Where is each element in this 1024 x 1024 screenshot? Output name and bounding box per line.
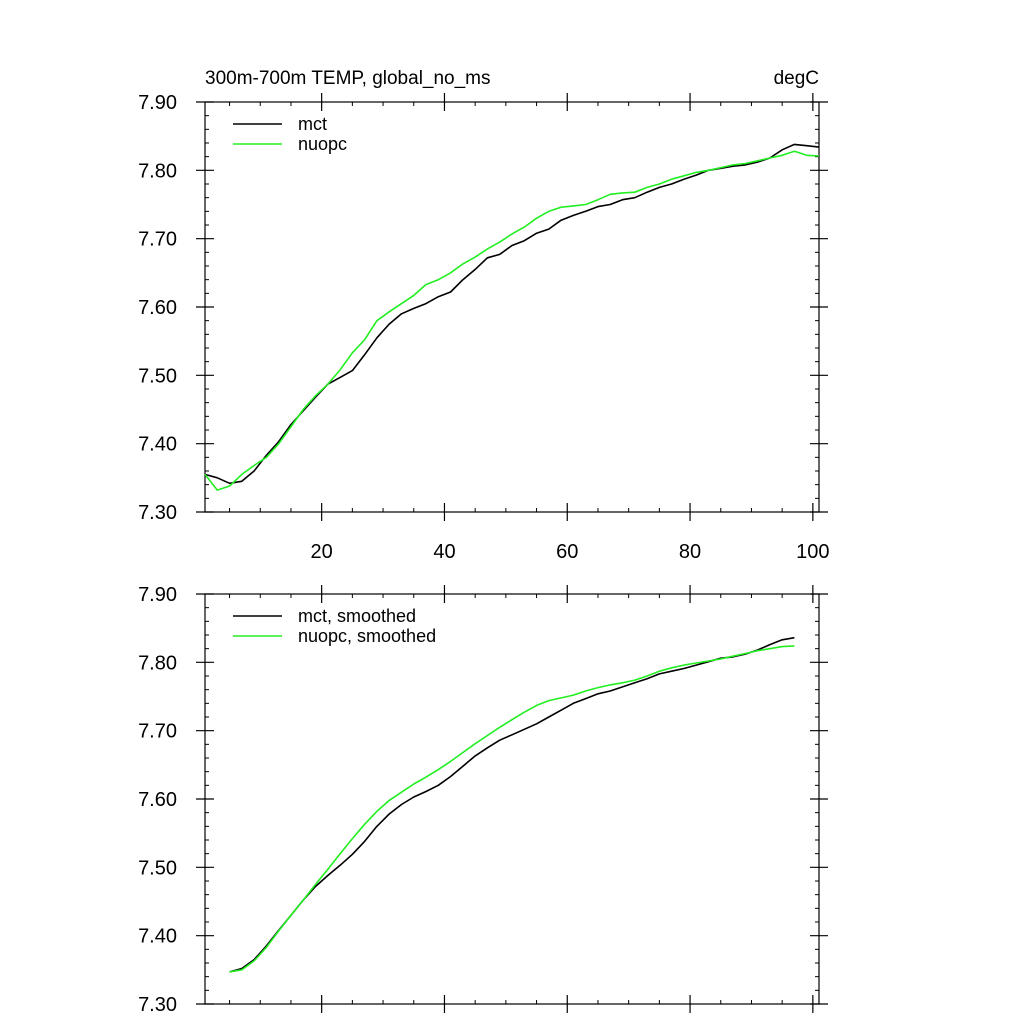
x-tick-label: 40 [433,541,455,563]
top-tick-labels: 7.30 7.40 7.50 7.60 7.70 7.80 7.90 20 40 60 80 100 [138,92,829,563]
bottom-series-lines [229,636,795,973]
series-line-nuopc [204,150,820,491]
y-tick-label: 7.60 [138,297,177,319]
y-tick-label: 7.60 [138,789,177,811]
bottom-axis-ticks [196,585,828,1013]
legend-label-nuopc-smoothed: nuopc, smoothed [298,626,436,646]
top-panel: 300m-700m TEMP, global_no_ms degC 7.307.… [138,68,829,563]
y-tick-label: 7.80 [138,160,177,182]
y-tick-label: 7.80 [138,652,177,674]
y-tick-label: 7.50 [138,365,177,387]
y-tick-label: 7.30 [138,502,177,524]
y-tick-label: 7.70 [138,721,177,743]
x-tick-label: 60 [556,541,578,563]
top-chart-units: degC [774,68,819,89]
top-axis-ticks [196,93,828,521]
y-tick-label: 7.40 [138,926,177,948]
legend-label-mct: mct [298,114,327,134]
series-line-nuopc-smoothed [229,645,795,973]
y-tick-label: 7.50 [138,857,177,879]
series-line-mct-smoothed [229,636,795,973]
top-chart-title: 300m-700m TEMP, global_no_ms [205,68,491,89]
y-tick-label: 7.40 [138,434,177,456]
y-tick-label: 7.30 [138,994,177,1016]
y-tick-label: 7.90 [138,584,177,606]
y-tick-label: 7.70 [138,229,177,251]
x-tick-label: 100 [796,541,829,563]
top-plot-frame [204,101,820,513]
y-tick-label: 7.90 [138,92,177,114]
bottom-plot-frame [204,593,820,1005]
top-series-lines [204,143,820,491]
x-tick-label: 80 [679,541,701,563]
x-tick-label: 20 [311,541,333,563]
legend-label-nuopc: nuopc [298,134,347,154]
legend-label-mct-smoothed: mct, smoothed [298,606,416,626]
series-line-mct [204,143,820,485]
bottom-panel: 7.30 7.40 7.50 7.60 7.70 7.80 7.90 mct, smooth… [138,584,828,1016]
bottom-tick-labels: 7.30 7.40 7.50 7.60 7.70 7.80 7.90 [138,584,177,1016]
